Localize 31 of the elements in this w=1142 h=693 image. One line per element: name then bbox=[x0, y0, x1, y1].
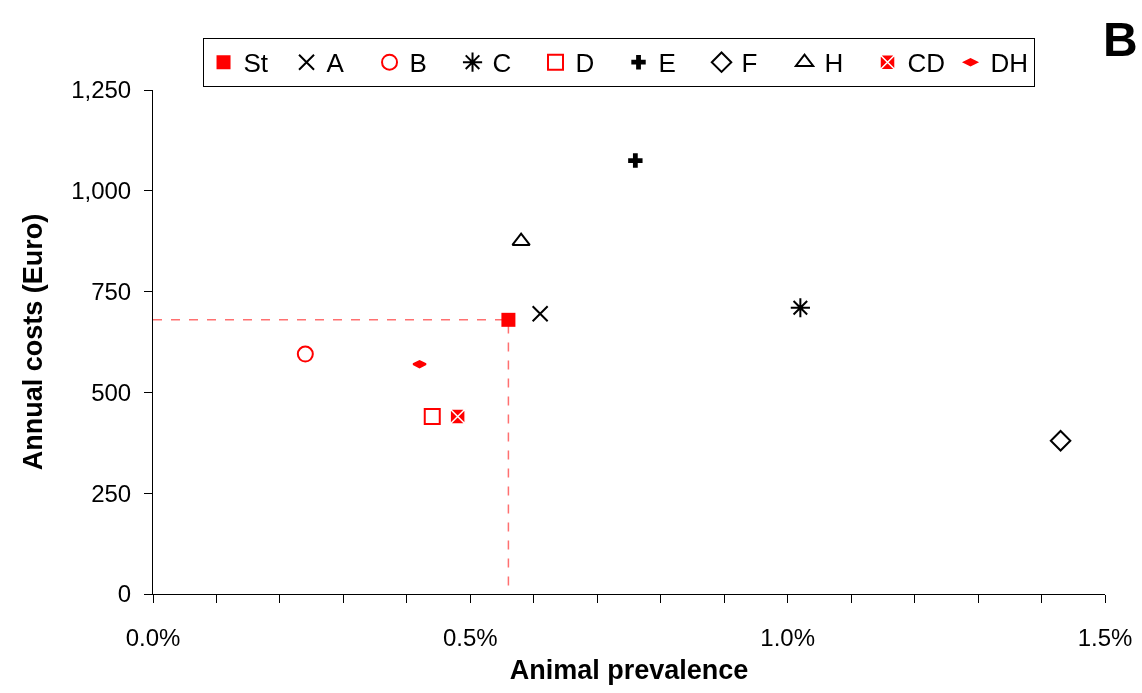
legend-label: A bbox=[326, 48, 345, 79]
point bbox=[1049, 430, 1072, 452]
legend-label: D bbox=[575, 48, 595, 79]
legend-label: C bbox=[492, 48, 512, 79]
x-tick-label: 1.0% bbox=[760, 623, 816, 651]
legend-label: St bbox=[243, 48, 269, 79]
legend-label: CD bbox=[907, 48, 946, 79]
point bbox=[423, 408, 441, 426]
x-tick-label: 1.5% bbox=[1077, 623, 1133, 651]
x-tick-label: 0.0% bbox=[125, 623, 181, 651]
y-tick-label: 750 bbox=[91, 278, 132, 305]
text: B bbox=[1103, 13, 1138, 66]
y-tick-label: 1,250 bbox=[71, 76, 132, 104]
legend-label: E bbox=[658, 48, 676, 79]
y-axis-title: Annual costs (Euro) bbox=[18, 213, 49, 471]
legend-label: F bbox=[741, 48, 758, 79]
point bbox=[531, 305, 549, 323]
x-tick-label: 0.5% bbox=[442, 623, 498, 651]
point bbox=[628, 153, 643, 168]
legend-label: B bbox=[409, 48, 427, 79]
y-tick-label: 0 bbox=[117, 580, 132, 608]
legend-label: DH bbox=[990, 48, 1029, 79]
x-axis-title: Animal prevalence bbox=[509, 655, 749, 686]
y-tick-label: 1,000 bbox=[71, 177, 132, 205]
y-tick-label: 250 bbox=[91, 479, 132, 507]
point bbox=[296, 345, 314, 363]
point bbox=[789, 297, 811, 319]
point bbox=[449, 408, 466, 425]
point bbox=[501, 312, 516, 327]
legend-label: H bbox=[824, 48, 844, 79]
y-tick-label: 500 bbox=[91, 378, 132, 406]
